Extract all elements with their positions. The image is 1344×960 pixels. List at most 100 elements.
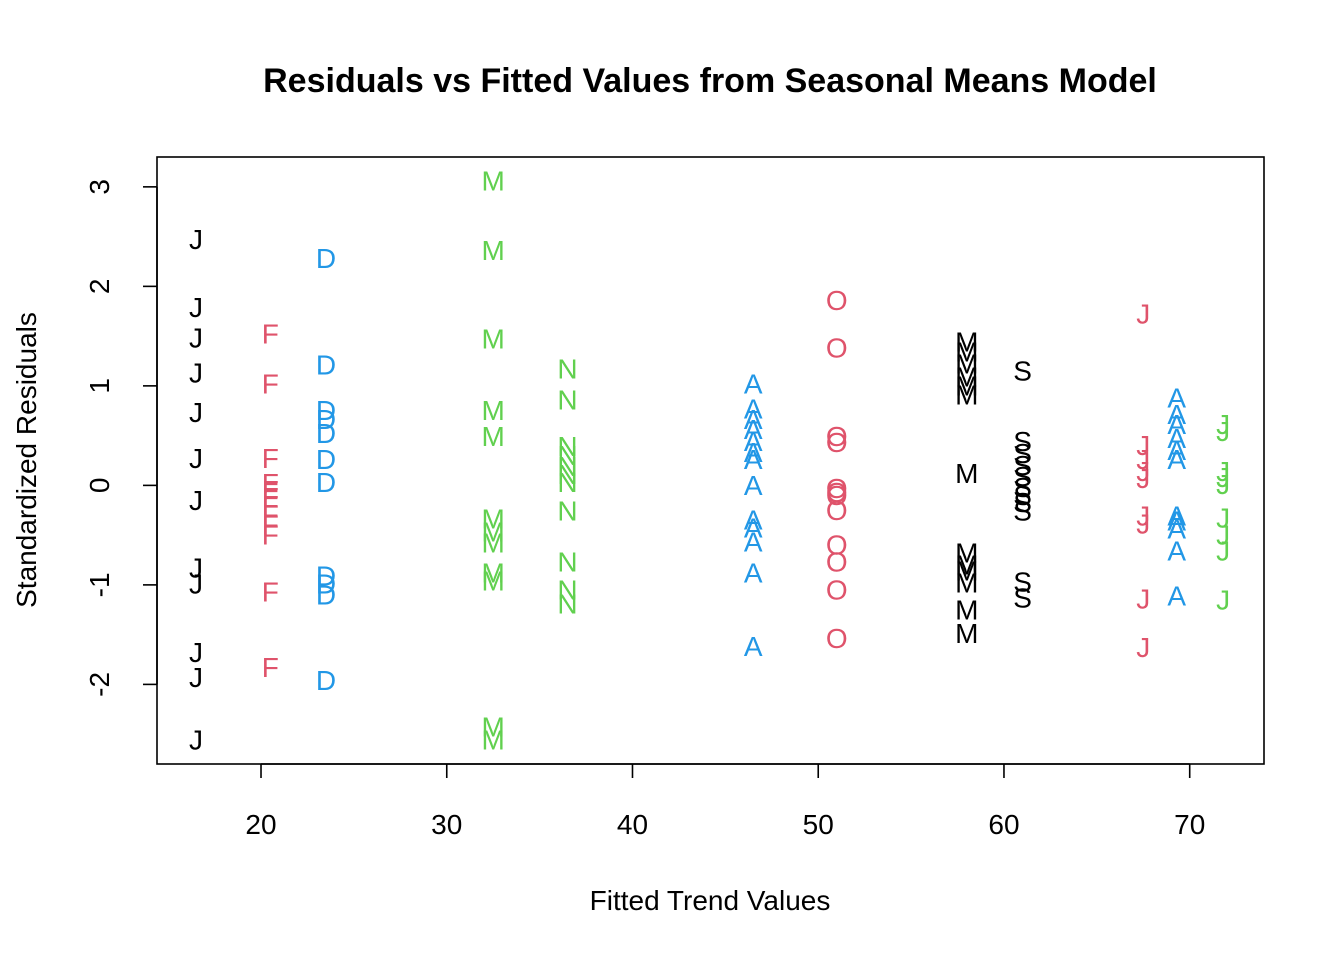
- x-tick-label: 60: [988, 809, 1019, 840]
- data-point: D: [316, 243, 336, 274]
- data-point: M: [955, 361, 978, 392]
- data-point: J: [189, 224, 203, 255]
- data-point: O: [826, 574, 848, 605]
- data-point: M: [482, 712, 505, 743]
- data-point: O: [826, 495, 848, 526]
- data-point: A: [1167, 536, 1186, 567]
- data-point: J: [1216, 456, 1230, 487]
- data-point: O: [826, 427, 848, 458]
- data-point: J: [189, 568, 203, 599]
- data-point: D: [316, 349, 336, 380]
- data-point: D: [316, 579, 336, 610]
- data-point: A: [744, 444, 763, 475]
- data-point: D: [316, 560, 336, 591]
- data-point: J: [189, 662, 203, 693]
- data-point: O: [826, 480, 848, 511]
- data-point: F: [262, 500, 279, 531]
- data-point: J: [189, 323, 203, 354]
- x-axis: 20 30 40 50 60 70: [245, 763, 1205, 840]
- data-point: N: [557, 451, 577, 482]
- data-point: J: [1216, 462, 1230, 493]
- data-point: D: [316, 418, 336, 449]
- data-point: O: [826, 530, 848, 561]
- data-point: A: [744, 426, 763, 457]
- data-point: D: [316, 444, 336, 475]
- x-tick-label: 30: [431, 809, 462, 840]
- data-point: A: [1167, 409, 1186, 440]
- data-point: N: [557, 440, 577, 471]
- data-point: J: [1136, 501, 1150, 532]
- y-axis-label: Standardized Residuals: [11, 312, 42, 608]
- data-point: A: [1167, 435, 1186, 466]
- data-point: A: [1167, 506, 1186, 537]
- data-point: S: [1013, 472, 1032, 503]
- data-point: F: [262, 576, 279, 607]
- data-point: S: [1013, 461, 1032, 492]
- data-point: D: [316, 395, 336, 426]
- data-point: N: [557, 431, 577, 462]
- data-point: A: [744, 513, 763, 544]
- y-tick-label: 2: [84, 279, 115, 295]
- data-point: M: [482, 565, 505, 596]
- data-point: M: [955, 555, 978, 586]
- data-point: J: [1216, 409, 1230, 440]
- y-tick-label: 1: [84, 378, 115, 394]
- data-point: A: [744, 557, 763, 588]
- data-point: M: [955, 379, 978, 410]
- x-tick-label: 40: [617, 809, 648, 840]
- chart-title: Residuals vs Fitted Values from Seasonal…: [263, 62, 1157, 100]
- data-point: S: [1013, 450, 1032, 481]
- data-point: J: [1136, 456, 1150, 487]
- data-point: A: [744, 437, 763, 468]
- data-point: M: [955, 458, 978, 489]
- data-point: S: [1013, 566, 1032, 597]
- data-point: J: [1216, 584, 1230, 615]
- data-point: M: [955, 327, 978, 358]
- data-point: M: [482, 235, 505, 266]
- data-point: A: [1167, 501, 1186, 532]
- data-point: A: [744, 470, 763, 501]
- data-point: A: [1167, 382, 1186, 413]
- data-point: D: [316, 467, 336, 498]
- data-point: J: [1136, 463, 1150, 494]
- data-point: M: [482, 165, 505, 196]
- data-point: M: [955, 370, 978, 401]
- data-point: J: [1136, 583, 1150, 614]
- data-point: M: [482, 504, 505, 535]
- data-point: J: [1136, 444, 1150, 475]
- data-point: F: [262, 510, 279, 541]
- data-point: A: [1167, 399, 1186, 430]
- data-point: N: [557, 588, 577, 619]
- data-point: J: [1136, 430, 1150, 461]
- y-tick-label: -1: [84, 572, 115, 597]
- data-point: J: [1136, 299, 1150, 330]
- data-point: S: [1013, 582, 1032, 613]
- data-point: F: [262, 652, 279, 683]
- data-point: S: [1013, 355, 1032, 386]
- data-point: J: [189, 725, 203, 756]
- y-tick-label: 0: [84, 478, 115, 494]
- data-point: F: [262, 368, 279, 399]
- data-point: N: [557, 546, 577, 577]
- data-point: D: [316, 568, 336, 599]
- data-point: M: [955, 618, 978, 649]
- data-point: N: [557, 384, 577, 415]
- data-point: J: [189, 552, 203, 583]
- data-point: F: [262, 475, 279, 506]
- data-point: J: [189, 485, 203, 516]
- data-point: O: [826, 546, 848, 577]
- data-point: F: [262, 443, 279, 474]
- data-point: S: [1013, 496, 1032, 527]
- y-axis: -2 -1 0 1 2 3: [84, 179, 158, 697]
- data-point: S: [1013, 426, 1032, 457]
- data-point: A: [1167, 444, 1186, 475]
- data-point: N: [557, 574, 577, 605]
- data-point: M: [955, 549, 978, 580]
- data-point: M: [482, 725, 505, 756]
- data-point: M: [955, 538, 978, 569]
- data-point: J: [1216, 469, 1230, 500]
- data-point: O: [826, 333, 848, 364]
- data-point: A: [744, 404, 763, 435]
- data-point: N: [557, 467, 577, 498]
